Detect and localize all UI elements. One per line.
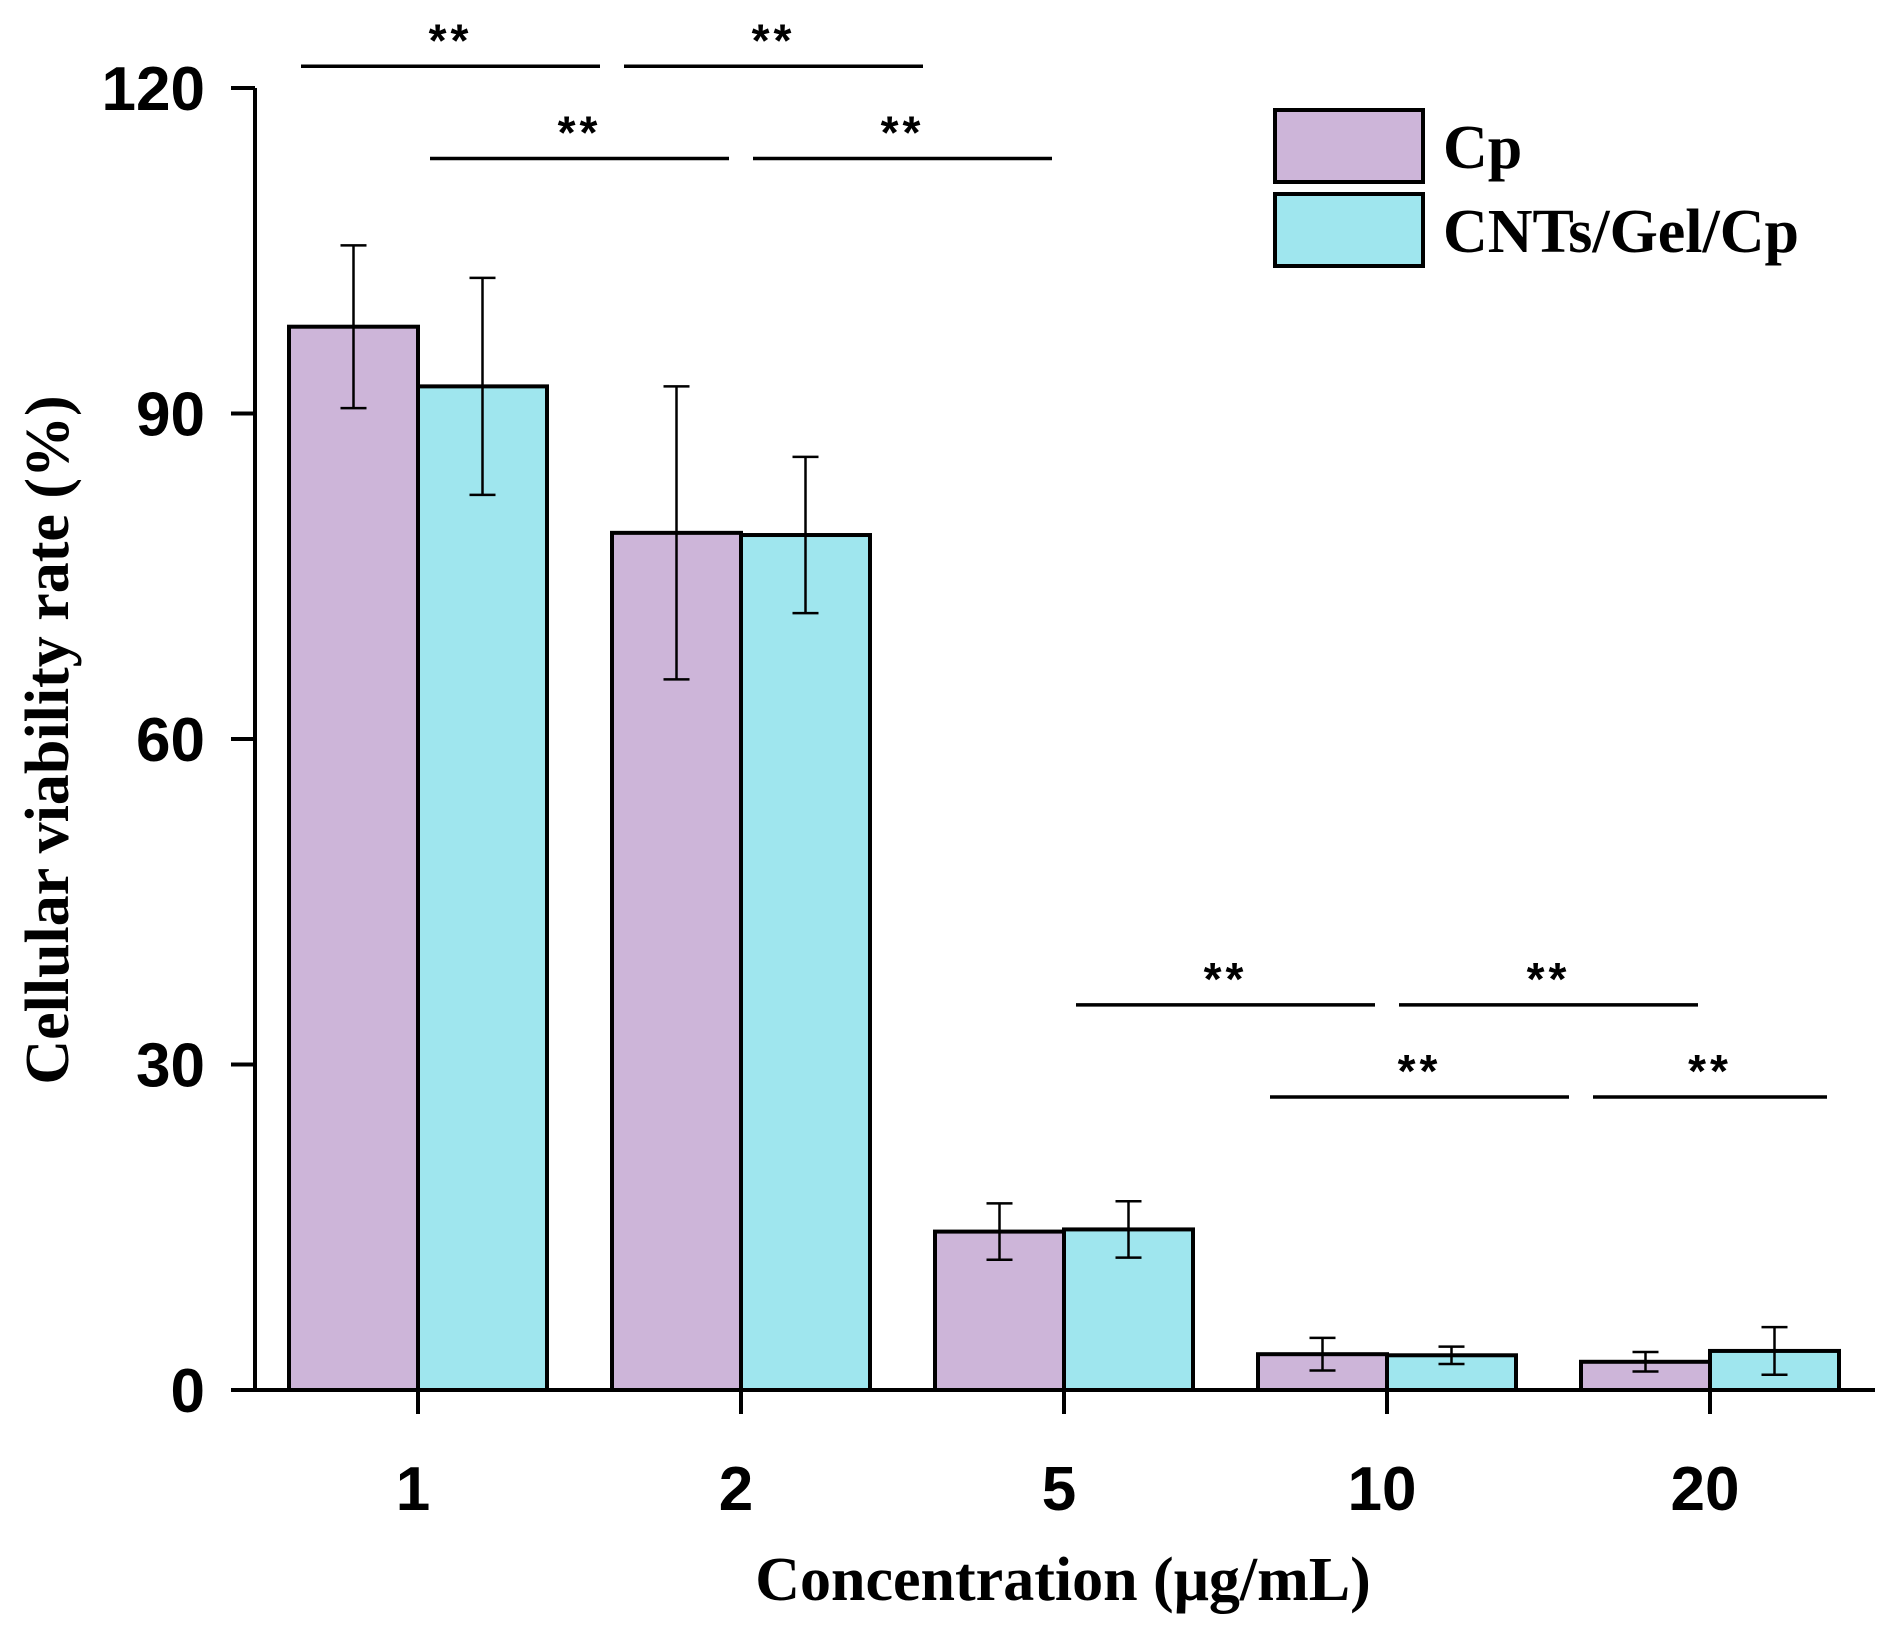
significance-label-1: ** bbox=[429, 14, 473, 66]
axes-layer: 0 30 60 90 120 1 2 5 10 20 bbox=[102, 55, 1875, 1524]
significance-label-4: ** bbox=[881, 107, 925, 159]
significance-label-8: ** bbox=[1688, 1045, 1732, 1097]
legend-label-cnts-gel-cp: CNTs/Gel/Cp bbox=[1443, 198, 1799, 266]
y-tick-label-60: 60 bbox=[136, 706, 205, 775]
x-tick-label-10: 10 bbox=[1348, 1455, 1417, 1524]
y-tick-label-90: 90 bbox=[136, 381, 205, 450]
x-tick-label-1: 1 bbox=[396, 1455, 430, 1524]
y-tick-label-120: 120 bbox=[102, 55, 205, 124]
bar-cnts-gel-cp-2 bbox=[739, 533, 872, 1392]
legend-swatch-cnts-gel-cp bbox=[1273, 192, 1425, 268]
significance-label-2: ** bbox=[752, 14, 796, 66]
legend-swatch-cp bbox=[1273, 108, 1425, 184]
bars-layer bbox=[287, 244, 1841, 1393]
y-tick-label-30: 30 bbox=[136, 1032, 205, 1101]
legend: Cp CNTs/Gel/Cp bbox=[1273, 108, 1799, 268]
bar-cp-1 bbox=[287, 324, 420, 1393]
bar-cnts-gel-cp-1 bbox=[416, 384, 549, 1392]
significance-label-3: ** bbox=[558, 107, 602, 159]
y-tick-label-0: 0 bbox=[171, 1357, 205, 1426]
significance-label-6: ** bbox=[1527, 953, 1571, 1005]
x-tick-label-20: 20 bbox=[1671, 1455, 1740, 1524]
significance-label-7: ** bbox=[1398, 1045, 1442, 1097]
legend-label-cp: Cp bbox=[1443, 114, 1522, 182]
x-axis-title: Concentration (μg/mL) bbox=[755, 1546, 1370, 1614]
significance-layer: ** ** ** ** ** ** ** ** bbox=[301, 14, 1827, 1099]
y-axis-title: Cellular viability rate (%) bbox=[14, 395, 82, 1084]
x-tick-label-2: 2 bbox=[719, 1455, 753, 1524]
x-tick-label-5: 5 bbox=[1042, 1455, 1076, 1524]
significance-label-5: ** bbox=[1204, 953, 1248, 1005]
